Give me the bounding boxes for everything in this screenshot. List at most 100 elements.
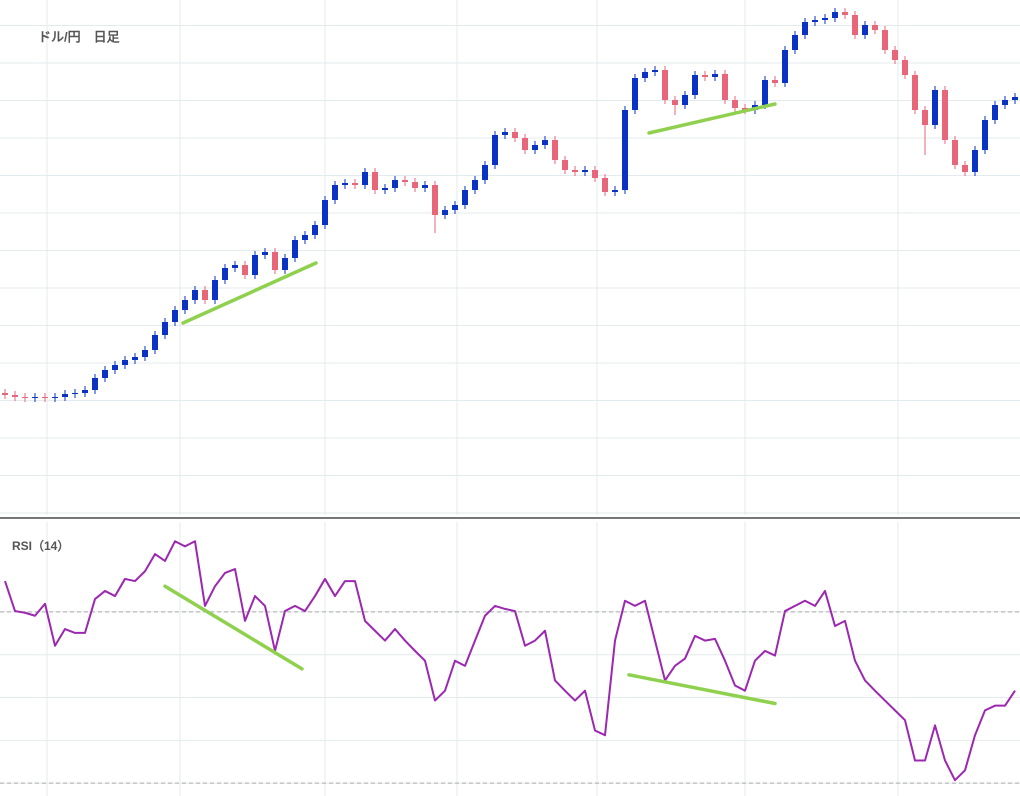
candle-body	[262, 252, 268, 255]
candle-body	[472, 180, 478, 190]
candle-body	[412, 182, 418, 188]
candle-body	[82, 390, 88, 393]
candle-body	[172, 310, 178, 322]
candle-body	[432, 185, 438, 215]
candle-body	[1012, 97, 1018, 100]
candle-body	[212, 280, 218, 300]
candle-body	[362, 172, 368, 185]
candle-body	[232, 265, 238, 268]
rsi-title: RSI（14）	[12, 538, 69, 553]
candle-body	[822, 18, 828, 20]
candle-body	[192, 290, 198, 300]
trendline	[647, 102, 777, 135]
candle-body	[122, 360, 128, 365]
candle-body	[202, 290, 208, 300]
candle-body	[512, 132, 518, 138]
candle-body	[582, 170, 588, 172]
candle-body	[462, 190, 468, 205]
candle-body	[622, 110, 628, 190]
candle-body	[72, 393, 78, 394]
candle-body	[62, 394, 68, 397]
marks	[2, 8, 1018, 782]
candle-body	[12, 395, 18, 397]
candle-body	[642, 72, 648, 78]
candle-body	[42, 397, 48, 398]
candle-body	[292, 240, 298, 258]
candle-body	[222, 268, 228, 280]
candle-body	[882, 30, 888, 50]
candle-body	[542, 140, 548, 145]
candle-body	[322, 200, 328, 225]
candle-body	[1002, 100, 1008, 105]
candle-body	[852, 15, 858, 35]
candle-body	[272, 252, 278, 270]
candle-body	[632, 78, 638, 110]
candle-body	[952, 140, 958, 165]
candle-body	[522, 138, 528, 150]
candle-body	[242, 265, 248, 275]
candle-body	[422, 185, 428, 188]
trendline	[627, 673, 777, 706]
candle-body	[652, 70, 658, 72]
candle-body	[912, 75, 918, 110]
candle-body	[802, 22, 808, 35]
chart-title: ドル/円 日足	[38, 29, 121, 44]
trendline	[163, 584, 304, 671]
candle-body	[392, 180, 398, 188]
candle-body	[932, 90, 938, 125]
candle-body	[942, 90, 948, 140]
candle-body	[52, 397, 58, 398]
candle-body	[152, 335, 158, 350]
candle-body	[302, 235, 308, 240]
candle-body	[572, 170, 578, 172]
candle-body	[692, 75, 698, 95]
candle-body	[772, 80, 778, 83]
candle-body	[982, 120, 988, 150]
candle-body	[492, 135, 498, 165]
candle-body	[142, 350, 148, 357]
candle-body	[502, 132, 508, 135]
trendline	[181, 261, 318, 325]
candle-body	[372, 172, 378, 190]
candle-body	[962, 165, 968, 172]
candle-body	[312, 225, 318, 235]
candle-body	[482, 165, 488, 180]
candle-body	[592, 170, 598, 178]
candle-body	[662, 70, 668, 100]
candle-body	[92, 378, 98, 390]
candle-body	[872, 25, 878, 30]
candle-body	[182, 300, 188, 310]
candle-body	[442, 210, 448, 215]
candle-body	[782, 50, 788, 83]
candle-body	[402, 180, 408, 182]
candle-body	[722, 74, 728, 100]
candle-body	[812, 20, 818, 22]
candle-body	[602, 178, 608, 192]
candle-body	[842, 12, 848, 15]
candle-body	[862, 25, 868, 35]
candle-body	[22, 397, 28, 398]
candle-body	[132, 357, 138, 360]
candle-body	[352, 183, 358, 185]
candle-body	[672, 100, 678, 105]
candle-body	[452, 205, 458, 210]
candle-body	[562, 160, 568, 170]
candle-body	[2, 393, 8, 395]
candle-body	[892, 50, 898, 60]
candle-body	[922, 110, 928, 125]
candle-body	[552, 140, 558, 160]
candle-body	[792, 35, 798, 50]
candle-body	[32, 397, 38, 398]
candle-body	[112, 365, 118, 370]
candle-body	[762, 80, 768, 105]
candle-body	[282, 258, 288, 270]
candle-body	[832, 12, 838, 18]
candle-body	[382, 188, 388, 190]
rsi-line	[4, 540, 1016, 782]
candle-body	[532, 145, 538, 150]
candle-body	[252, 255, 258, 275]
candle-body	[612, 190, 618, 192]
